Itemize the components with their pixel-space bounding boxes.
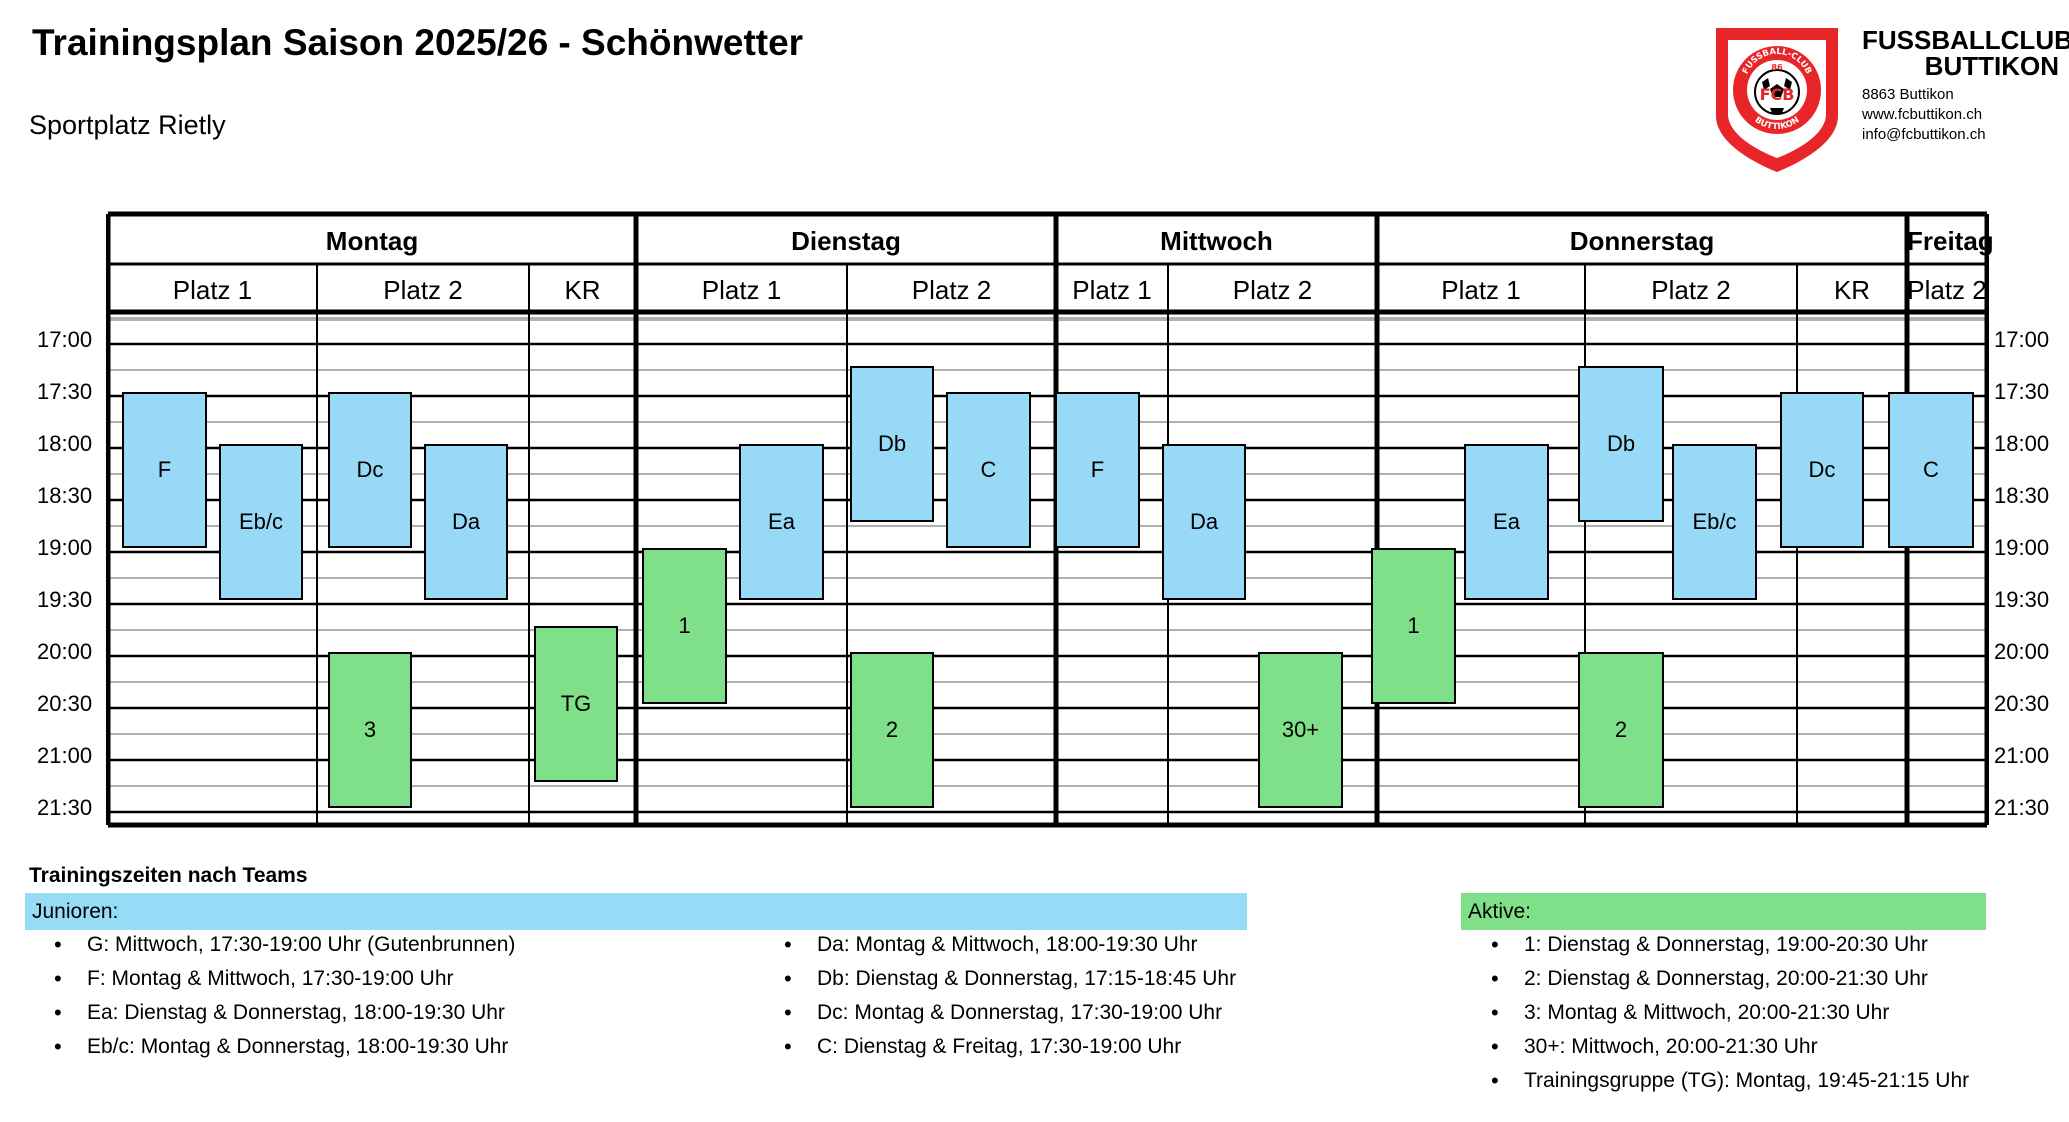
club-name-line2: BUTTIKON xyxy=(1924,51,2059,81)
club-name-line1: FUSSBALLCLUB xyxy=(1862,25,2069,55)
field-header: Platz 2 xyxy=(1651,275,1731,305)
time-label-left: 18:30 xyxy=(37,483,93,508)
training-session-active[interactable]: 2 xyxy=(850,652,934,808)
logo-year: 86 xyxy=(1771,63,1783,72)
team-schedule-item: Db: Dienstag & Donnerstag, 17:15-18:45 U… xyxy=(756,962,1236,996)
logo-ring-bottom: BUTTIKON xyxy=(1753,115,1802,132)
field-header: KR xyxy=(1833,275,1871,305)
aktive-list: 1: Dienstag & Donnerstag, 19:00-20:30 Uh… xyxy=(1463,928,1969,1098)
team-schedule-item: Trainingsgruppe (TG): Montag, 19:45-21:1… xyxy=(1463,1064,1969,1098)
field-header: Platz 1 xyxy=(1072,275,1152,305)
training-session-active[interactable]: 3 xyxy=(328,652,412,808)
club-contact: 8863 Buttikon www.fcbuttikon.ch info@fcb… xyxy=(1862,85,1986,145)
training-session-active[interactable]: 30+ xyxy=(1258,652,1343,808)
training-session-junior[interactable]: Eb/c xyxy=(219,444,303,600)
field-header: KR xyxy=(564,275,601,305)
time-label-right: 19:30 xyxy=(1994,587,2050,612)
page-subtitle: Sportplatz Rietly xyxy=(29,110,226,140)
training-session-junior[interactable]: Ea xyxy=(1464,444,1549,600)
page-title: Trainingsplan Saison 2025/26 - Schönwett… xyxy=(32,22,804,63)
time-label-right: 20:00 xyxy=(1994,639,2050,664)
field-header: Platz 1 xyxy=(701,275,782,305)
club-name: FUSSBALLCLUB BUTTIKON xyxy=(1862,25,2069,81)
time-label-right: 17:00 xyxy=(1994,327,2050,352)
time-label-right: 18:00 xyxy=(1994,431,2050,456)
svg-text:BUTTIKON: BUTTIKON xyxy=(1753,115,1802,132)
time-label-right: 17:30 xyxy=(1994,379,2050,404)
time-label-right: 18:30 xyxy=(1994,483,2050,508)
training-session-junior[interactable]: Dc xyxy=(328,392,412,548)
time-label-right: 20:30 xyxy=(1994,691,2050,716)
time-label-left: 17:00 xyxy=(37,327,93,352)
training-session-junior[interactable]: F xyxy=(1055,392,1140,548)
time-label-left: 19:30 xyxy=(37,587,93,612)
aktive-band: Aktive: xyxy=(1461,893,1986,930)
training-schedule: Montag Platz 1 Platz 2 KR Dienstag Platz 1 Pla… xyxy=(37,211,2049,829)
junioren-list-right: Da: Montag & Mittwoch, 18:00-19:30 Uhr D… xyxy=(756,928,1236,1064)
time-label-left: 18:00 xyxy=(37,431,93,456)
junioren-list-left: G: Mittwoch, 17:30-19:00 Uhr (Gutenbrunn… xyxy=(26,928,515,1064)
club-website[interactable]: www.fcbuttikon.ch xyxy=(1862,106,1983,123)
team-schedule-item: 3: Montag & Mittwoch, 20:00-21:30 Uhr xyxy=(1463,996,1969,1030)
team-schedule-item: Dc: Montag & Donnerstag, 17:30-19:00 Uhr xyxy=(756,996,1236,1030)
team-schedule-item: F: Montag & Mittwoch, 17:30-19:00 Uhr xyxy=(26,962,515,996)
field-header: Platz 2 xyxy=(911,275,992,305)
training-session-active[interactable]: TG xyxy=(534,626,618,782)
training-session-junior[interactable]: Da xyxy=(424,444,508,600)
legend-title: Trainingszeiten nach Teams xyxy=(29,864,308,887)
logo-letters: FCB xyxy=(1760,85,1795,104)
day-header-mittwoch: Mittwoch xyxy=(1160,226,1273,256)
team-schedule-item: G: Mittwoch, 17:30-19:00 Uhr (Gutenbrunn… xyxy=(26,928,515,962)
team-schedule-item: Ea: Dienstag & Donnerstag, 18:00-19:30 U… xyxy=(26,996,515,1030)
club-address: 8863 Buttikon xyxy=(1862,86,1954,103)
day-header-montag: Montag xyxy=(325,226,419,256)
time-label-left: 21:30 xyxy=(37,795,93,820)
team-schedule-item: C: Dienstag & Freitag, 17:30-19:00 Uhr xyxy=(756,1030,1236,1064)
team-schedule-item: 30+: Mittwoch, 20:00-21:30 Uhr xyxy=(1463,1030,1969,1064)
day-header-donnerstag: Donnerstag xyxy=(1569,226,1715,256)
training-session-junior[interactable]: C xyxy=(946,392,1031,548)
time-label-right: 21:30 xyxy=(1994,795,2050,820)
training-session-junior[interactable]: Db xyxy=(1578,366,1664,522)
day-header-dienstag: Dienstag xyxy=(791,226,901,256)
time-label-left: 20:00 xyxy=(37,639,93,664)
field-header: Platz 2 xyxy=(1232,275,1313,305)
training-session-active[interactable]: 1 xyxy=(642,548,727,704)
time-label-left: 20:30 xyxy=(37,691,93,716)
time-label-left: 19:00 xyxy=(37,535,93,560)
club-crest-icon: FUSSBALL-CLUB BUTTIKON 86 FCB xyxy=(1716,28,1838,172)
time-label-right: 21:00 xyxy=(1994,743,2050,768)
team-schedule-item: 2: Dienstag & Donnerstag, 20:00-21:30 Uh… xyxy=(1463,962,1969,996)
field-header: Platz 1 xyxy=(1441,275,1521,305)
training-session-junior[interactable]: Db xyxy=(850,366,934,522)
time-label-left: 21:00 xyxy=(37,743,93,768)
training-session-junior[interactable]: C xyxy=(1888,392,1974,548)
club-email[interactable]: info@fcbuttikon.ch xyxy=(1862,126,1986,143)
training-session-active[interactable]: 2 xyxy=(1578,652,1664,808)
field-header: Platz 1 xyxy=(172,275,253,305)
training-session-junior[interactable]: Ea xyxy=(739,444,824,600)
junioren-band: Junioren: xyxy=(25,893,1247,930)
training-session-active[interactable]: 1 xyxy=(1371,548,1456,704)
team-schedule-item: 1: Dienstag & Donnerstag, 19:00-20:30 Uh… xyxy=(1463,928,1969,962)
team-schedule-item: Eb/c: Montag & Donnerstag, 18:00-19:30 U… xyxy=(26,1030,515,1064)
field-header: Platz 2 xyxy=(383,275,463,305)
team-schedule-item: Da: Montag & Mittwoch, 18:00-19:30 Uhr xyxy=(756,928,1236,962)
field-header: Platz 2 xyxy=(1907,275,1987,305)
training-session-junior[interactable]: Da xyxy=(1162,444,1246,600)
time-label-left: 17:30 xyxy=(37,379,93,404)
training-session-junior[interactable]: Dc xyxy=(1780,392,1864,548)
training-session-junior[interactable]: F xyxy=(122,392,207,548)
club-logo: FUSSBALL-CLUB BUTTIKON 86 FCB xyxy=(1712,24,1842,174)
time-label-right: 19:00 xyxy=(1994,535,2050,560)
training-session-junior[interactable]: Eb/c xyxy=(1672,444,1757,600)
day-header-freitag: Freitag xyxy=(1907,226,1994,256)
